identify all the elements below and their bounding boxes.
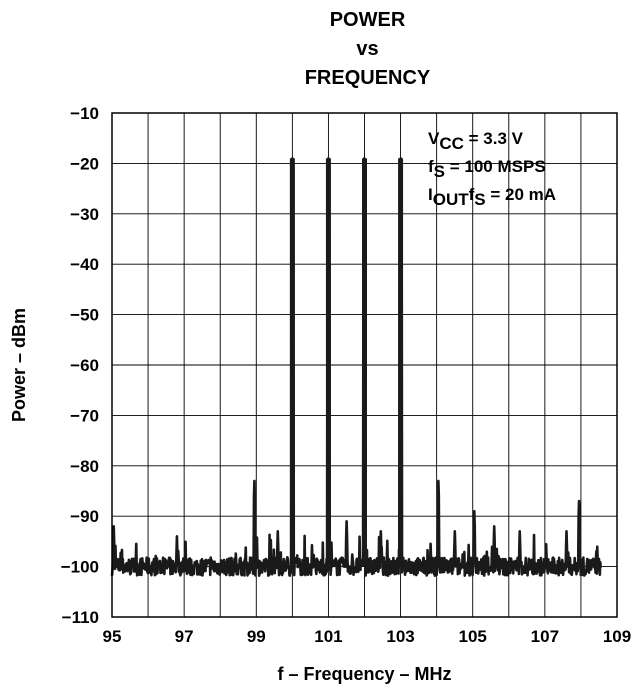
y-tick-labels: −10 −20 −30 −40 −50 −60 −70 −80 −90 −100 −110 <box>61 104 99 627</box>
y-tick-label: −20 <box>70 154 99 173</box>
x-axis-label: f – Frequency – MHz <box>277 664 451 684</box>
y-tick-label: −50 <box>70 306 99 325</box>
y-tick-label: −60 <box>70 356 99 375</box>
x-tick-label: 95 <box>103 627 122 646</box>
y-tick-label: −30 <box>70 205 99 224</box>
x-tick-label: 109 <box>603 627 631 646</box>
x-tick-label: 107 <box>531 627 559 646</box>
chart-title-line-2: vs <box>356 38 379 60</box>
annotation-fs: fS = 100 MSPS <box>428 157 546 181</box>
chart-title-line-3: FREQUENCY <box>304 67 431 89</box>
tone-peak <box>362 158 367 567</box>
x-tick-label: 101 <box>314 627 342 646</box>
x-tick-label: 103 <box>386 627 414 646</box>
y-tick-label: −80 <box>70 457 99 476</box>
annotation-iout: IOUTfS = 20 mA <box>428 185 557 209</box>
spectrum-series <box>110 157 602 577</box>
y-tick-label: −70 <box>70 406 99 425</box>
y-tick-label: −10 <box>70 104 99 123</box>
annotation-vcc: VCC = 3.3 V <box>428 129 523 153</box>
x-tick-labels: 95 97 99 101 103 105 107 109 <box>103 627 632 646</box>
spectrum-line <box>110 157 602 577</box>
y-axis-label: Power – dBm <box>9 308 29 422</box>
y-tick-label: −100 <box>61 558 99 577</box>
x-tick-label: 99 <box>247 627 266 646</box>
chart-title-line-1: POWER <box>329 9 406 31</box>
x-tick-label: 97 <box>175 627 194 646</box>
tone-peak <box>325 158 331 567</box>
tone-peak <box>289 158 295 567</box>
y-tick-label: −40 <box>70 255 99 274</box>
tone-peak <box>398 158 404 567</box>
plot-frame <box>111 112 618 618</box>
x-tick-label: 105 <box>459 627 487 646</box>
y-tick-label: −110 <box>62 608 99 627</box>
y-tick-label: −90 <box>70 507 99 526</box>
